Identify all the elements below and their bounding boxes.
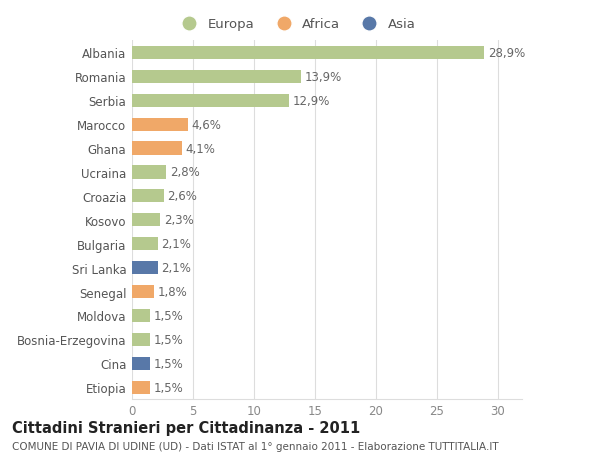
Text: 1,5%: 1,5% bbox=[154, 381, 184, 394]
Bar bbox=[132, 238, 158, 251]
Bar bbox=[132, 118, 188, 131]
Bar bbox=[132, 262, 158, 274]
Text: 2,1%: 2,1% bbox=[161, 262, 191, 274]
Text: Cittadini Stranieri per Cittadinanza - 2011: Cittadini Stranieri per Cittadinanza - 2… bbox=[12, 420, 360, 435]
Bar bbox=[132, 357, 150, 370]
Bar bbox=[132, 309, 150, 322]
Bar bbox=[132, 166, 166, 179]
Bar bbox=[132, 47, 484, 60]
Bar bbox=[132, 333, 150, 346]
Legend: Europa, Africa, Asia: Europa, Africa, Asia bbox=[176, 18, 416, 31]
Bar bbox=[132, 190, 164, 203]
Text: COMUNE DI PAVIA DI UDINE (UD) - Dati ISTAT al 1° gennaio 2011 - Elaborazione TUT: COMUNE DI PAVIA DI UDINE (UD) - Dati IST… bbox=[12, 441, 499, 451]
Text: 28,9%: 28,9% bbox=[488, 47, 525, 60]
Bar bbox=[132, 142, 182, 155]
Bar bbox=[132, 95, 289, 107]
Text: 4,1%: 4,1% bbox=[185, 142, 215, 155]
Text: 2,8%: 2,8% bbox=[170, 166, 200, 179]
Text: 1,5%: 1,5% bbox=[154, 309, 184, 322]
Text: 2,6%: 2,6% bbox=[167, 190, 197, 203]
Text: 1,5%: 1,5% bbox=[154, 357, 184, 370]
Bar bbox=[132, 285, 154, 298]
Text: 4,6%: 4,6% bbox=[192, 118, 221, 131]
Text: 1,5%: 1,5% bbox=[154, 333, 184, 346]
Text: 1,8%: 1,8% bbox=[158, 285, 187, 298]
Text: 2,3%: 2,3% bbox=[164, 214, 193, 227]
Bar bbox=[132, 71, 301, 84]
Bar bbox=[132, 381, 150, 394]
Text: 2,1%: 2,1% bbox=[161, 238, 191, 251]
Text: 13,9%: 13,9% bbox=[305, 71, 343, 84]
Text: 12,9%: 12,9% bbox=[293, 95, 330, 107]
Bar bbox=[132, 214, 160, 227]
